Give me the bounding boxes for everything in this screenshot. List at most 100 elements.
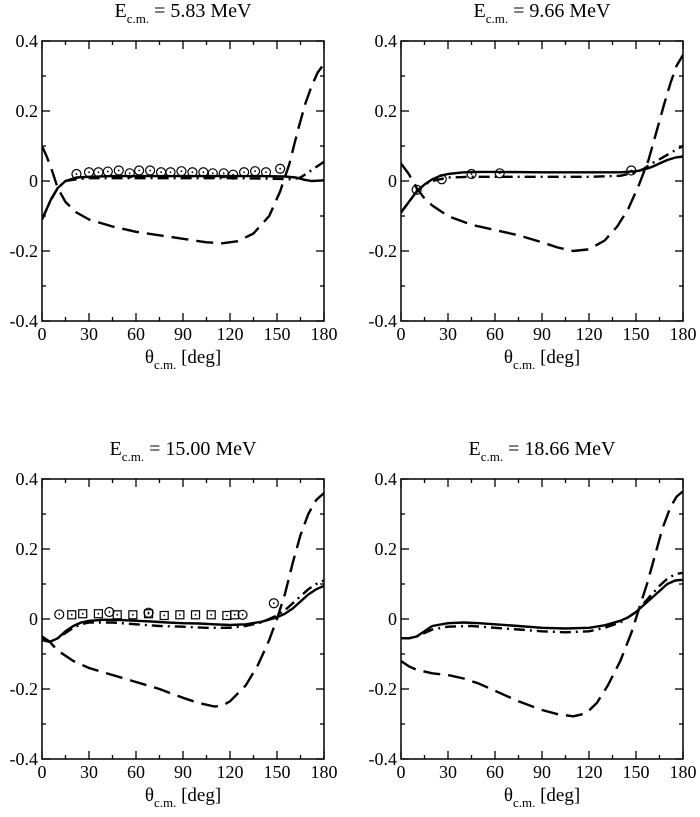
data-point-square-center [131, 613, 134, 616]
x-tick-label: 60 [486, 324, 504, 344]
data-point-circle [275, 163, 286, 174]
title-subscript: c.m. [481, 449, 503, 464]
x-tick-label: 30 [80, 762, 98, 782]
data-point-circle [411, 184, 422, 195]
panel-2: Ec.m. = 9.66 MeV 0 30 60 90 120 150 180 -0.4 -0.2… [369, 0, 697, 372]
y-tick-label: 0 [29, 609, 38, 629]
title-suffix: = 5.83 MeV [149, 0, 252, 22]
series-dashed-line [401, 54, 683, 253]
data-point-circle-center [75, 173, 78, 175]
data-point-circle-center [440, 178, 443, 181]
x-tick-label: 90 [533, 762, 551, 782]
data-point-circle-center [106, 170, 109, 173]
series-solid-line [401, 578, 683, 640]
x-tick-label: 180 [311, 324, 338, 344]
y-tick-label: 0.2 [16, 539, 39, 559]
y-tick-label: 0.2 [16, 101, 39, 121]
data-point-square [143, 609, 154, 619]
x-tick-label: 0 [38, 762, 47, 782]
y-tick-label: -0.2 [369, 241, 398, 261]
x-tick-label: 90 [174, 324, 192, 344]
data-point-circle [207, 168, 218, 179]
data-point-circle-center [272, 602, 275, 605]
data-point-circle-center [180, 170, 183, 173]
data-point-circle-center [630, 169, 633, 172]
data-point-square [78, 609, 88, 619]
y-tick-label: -0.4 [10, 749, 39, 769]
series-dash-dot-line [401, 144, 683, 214]
xlabel-symbol: θ [504, 785, 513, 806]
data-point-circle-center [128, 172, 131, 175]
data-point-circle [239, 167, 250, 178]
y-tick-label: -0.4 [369, 749, 398, 769]
x-tick-label: 0 [397, 762, 406, 782]
title-suffix: = 9.66 MeV [508, 0, 611, 22]
x-tick-label: 150 [623, 762, 650, 782]
data-point-circle-center [470, 173, 473, 175]
x-tick-label: 0 [38, 324, 47, 344]
series-dashed-line [401, 490, 683, 718]
data-point-square-center [225, 614, 228, 617]
panel-4: Ec.m. = 18.66 MeV 0 30 60 90 120 150 180 -0.4 -0.… [369, 438, 697, 810]
xlabel-unit: [deg] [176, 347, 221, 368]
data-point-square [128, 610, 138, 620]
title-subscript: c.m. [127, 11, 149, 26]
data-point-square-center [194, 613, 197, 616]
xlabel-subscript: c.m. [154, 795, 176, 810]
data-point-circle-center [191, 171, 194, 174]
data-point-circle [145, 165, 156, 176]
data-point-circle [436, 174, 447, 185]
x-tick-label: 30 [439, 324, 457, 344]
data-point-circle-center [58, 613, 61, 616]
data-point-square-center [81, 612, 84, 615]
data-point-circle [124, 168, 135, 179]
x-tick-label: 90 [533, 324, 551, 344]
y-tick-label: -0.4 [10, 311, 39, 331]
y-tick-label: 0 [388, 609, 397, 629]
series-solid-line [42, 584, 324, 643]
x-axis-label: θc.m. [deg] [504, 785, 580, 810]
panel-title: Ec.m. = 5.83 MeV [115, 0, 253, 26]
y-tick-label: 0.4 [16, 31, 39, 51]
data-point-square [93, 609, 104, 619]
data-point-circle-center [211, 172, 214, 175]
series-dashed-line [42, 63, 324, 245]
plot-frame [400, 478, 684, 760]
data-point-square-center [210, 613, 213, 616]
series-dash-dot-line [42, 160, 324, 220]
data-point-circle [134, 165, 145, 176]
title-prefix: E [110, 438, 122, 460]
data-point-circle-center [97, 171, 100, 174]
data-point-circle [71, 168, 82, 180]
data-point-circle [249, 166, 261, 177]
xlabel-subscript: c.m. [154, 357, 176, 372]
y-tick-label: 0.4 [375, 469, 398, 489]
series-dash-dot-line [42, 579, 324, 643]
series-solid-line [42, 174, 324, 220]
y-tick-label: -0.2 [369, 679, 398, 699]
data-point-circle-center [265, 171, 267, 174]
data-point-circle-center [88, 171, 90, 174]
xlabel-symbol: θ [145, 785, 154, 806]
data-point-circle-center [202, 171, 205, 174]
data-point-circle [268, 598, 279, 609]
xlabel-symbol: θ [145, 347, 154, 368]
y-tick-label: 0.4 [16, 469, 39, 489]
title-prefix: E [115, 0, 127, 22]
data-point-circle-center [279, 167, 282, 170]
x-tick-label: 180 [670, 762, 697, 782]
data-point-square [67, 610, 77, 620]
x-axis-label: θc.m. [deg] [504, 347, 580, 372]
xlabel-subscript: c.m. [513, 357, 535, 372]
xlabel-symbol: θ [504, 347, 513, 368]
data-point-square [190, 610, 201, 620]
data-point-circle-center [254, 170, 256, 173]
title-suffix: = 18.66 MeV [503, 438, 616, 460]
panel-title: Ec.m. = 18.66 MeV [469, 438, 617, 464]
plot-area [401, 490, 683, 718]
x-tick-label: 180 [311, 762, 338, 782]
data-point-circle-center [160, 171, 162, 174]
plot-area [42, 63, 324, 245]
data-point-circle-center [241, 613, 244, 616]
